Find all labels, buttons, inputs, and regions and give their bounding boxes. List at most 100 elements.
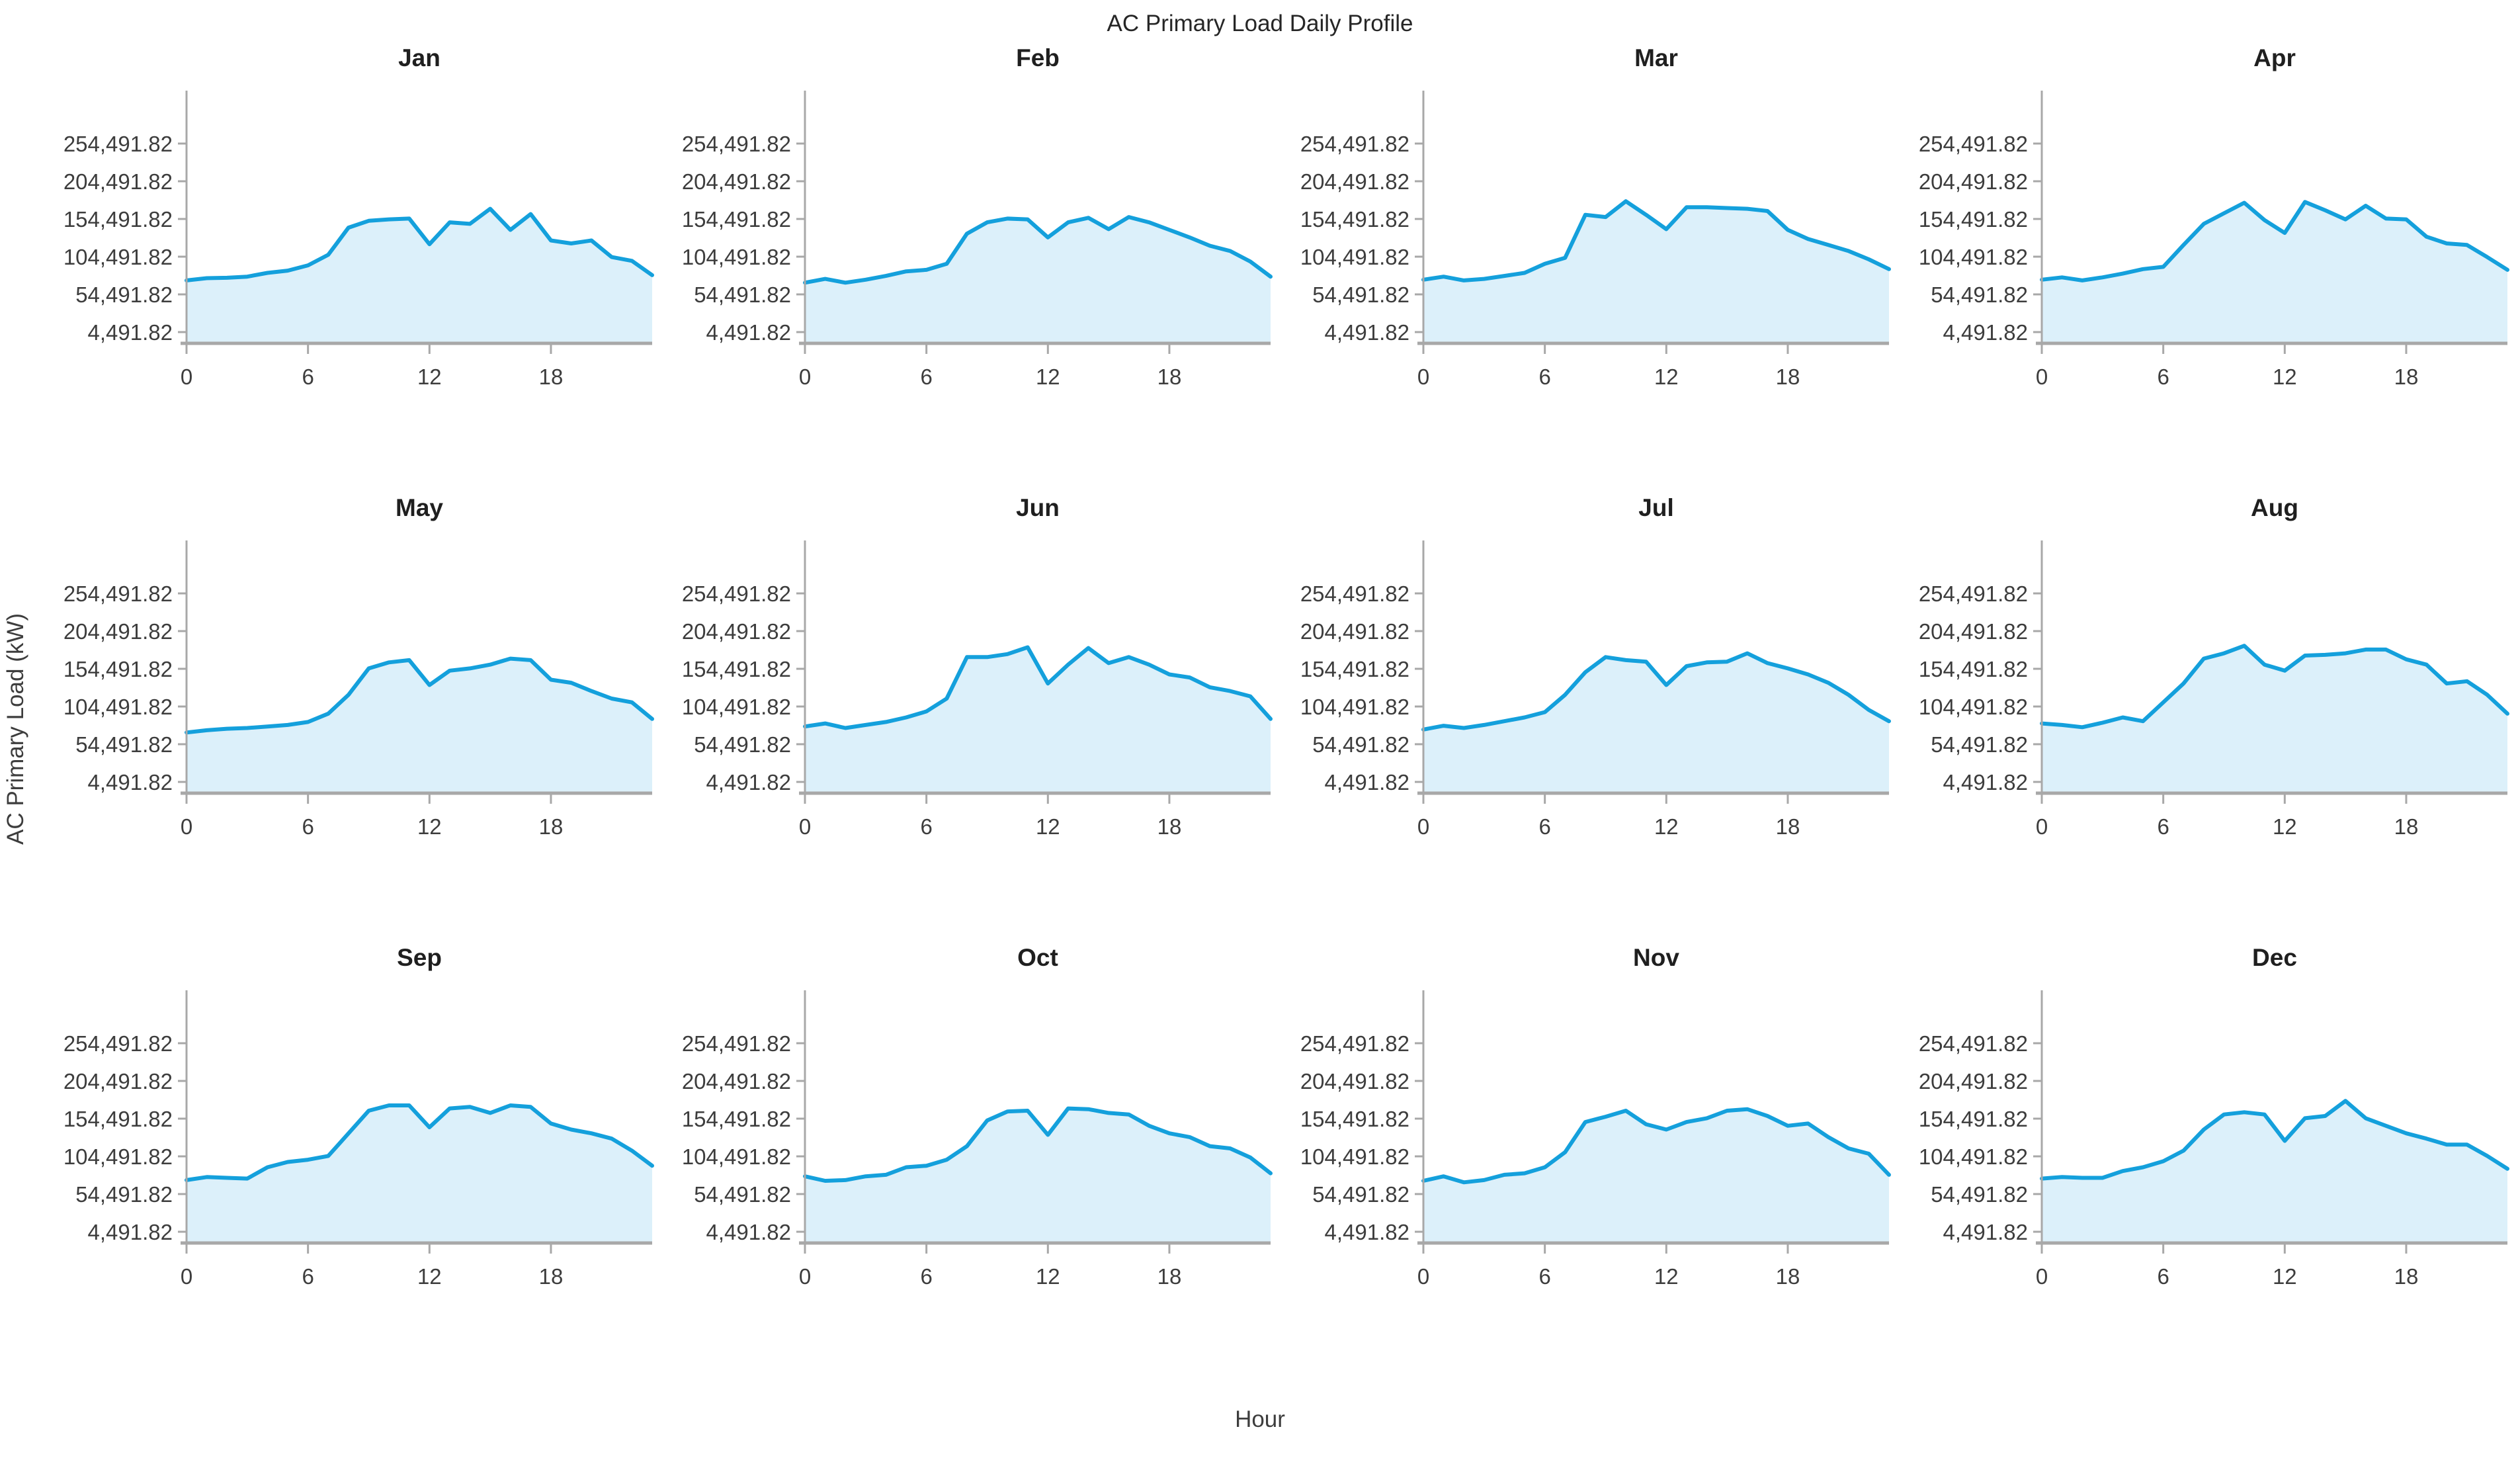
subplot-title: Dec	[2252, 944, 2297, 971]
svg-text:204,491.82: 204,491.82	[63, 169, 173, 194]
subplot-jul: Jul 4,491.82 54,491.82 104,491.82 154,491.8…	[1274, 492, 1892, 934]
subplot-chart: 4,491.82 54,491.82 104,491.82 154,491.82 204…	[1919, 540, 2509, 839]
svg-text:12: 12	[1654, 1264, 1679, 1289]
svg-text:154,491.82: 154,491.82	[1300, 1107, 1409, 1131]
svg-text:12: 12	[1036, 1264, 1060, 1289]
svg-text:18: 18	[1157, 364, 1182, 389]
svg-text:4,491.82: 4,491.82	[706, 320, 791, 345]
svg-text:18: 18	[539, 1264, 564, 1289]
svg-text:204,491.82: 204,491.82	[1919, 619, 2028, 644]
svg-text:18: 18	[2394, 814, 2419, 839]
svg-text:254,491.82: 254,491.82	[63, 132, 173, 156]
subplot-title: Jan	[398, 44, 441, 71]
svg-text:18: 18	[2394, 364, 2419, 389]
svg-text:12: 12	[2273, 364, 2297, 389]
svg-text:6: 6	[1538, 814, 1550, 839]
svg-text:12: 12	[2273, 1264, 2297, 1289]
svg-text:6: 6	[302, 364, 314, 389]
svg-text:18: 18	[1157, 814, 1182, 839]
subplot-title: Apr	[2253, 44, 2296, 71]
svg-text:12: 12	[417, 364, 442, 389]
subplot-title: Nov	[1633, 944, 1679, 971]
subplot-title: Feb	[1016, 44, 1060, 71]
svg-text:254,491.82: 254,491.82	[1300, 132, 1409, 156]
svg-text:18: 18	[539, 364, 564, 389]
subplot-title: Aug	[2251, 494, 2298, 521]
svg-text:12: 12	[1654, 364, 1679, 389]
svg-text:4,491.82: 4,491.82	[1325, 1220, 1409, 1244]
svg-text:204,491.82: 204,491.82	[682, 169, 791, 194]
subplot-chart: 4,491.82 54,491.82 104,491.82 154,491.82 204…	[1300, 990, 1891, 1289]
svg-text:18: 18	[1776, 814, 1800, 839]
svg-text:12: 12	[1654, 814, 1679, 839]
svg-text:104,491.82: 104,491.82	[1919, 245, 2028, 269]
svg-text:0: 0	[2036, 364, 2048, 389]
svg-text:54,491.82: 54,491.82	[1312, 282, 1409, 307]
x-axis-label: Hour	[1235, 1406, 1285, 1432]
svg-text:4,491.82: 4,491.82	[1943, 320, 2028, 345]
svg-text:254,491.82: 254,491.82	[682, 1031, 791, 1056]
svg-text:0: 0	[799, 1264, 811, 1289]
subplot-chart: 4,491.82 54,491.82 104,491.82 154,491.82 204…	[682, 91, 1273, 389]
subplot-jan: Jan 4,491.82 54,491.82 104,491.82 154,491.8…	[37, 42, 655, 484]
svg-text:154,491.82: 154,491.82	[1919, 1107, 2028, 1131]
svg-text:154,491.82: 154,491.82	[1300, 207, 1409, 232]
subplot-chart: 4,491.82 54,491.82 104,491.82 154,491.82 204…	[1919, 990, 2509, 1289]
svg-text:18: 18	[2394, 1264, 2419, 1289]
svg-text:254,491.82: 254,491.82	[1300, 581, 1409, 606]
svg-text:6: 6	[920, 364, 932, 389]
svg-text:54,491.82: 54,491.82	[75, 732, 173, 757]
svg-text:104,491.82: 104,491.82	[63, 1144, 173, 1169]
svg-text:12: 12	[1036, 814, 1060, 839]
svg-text:154,491.82: 154,491.82	[1919, 207, 2028, 232]
svg-text:254,491.82: 254,491.82	[63, 581, 173, 606]
svg-text:4,491.82: 4,491.82	[88, 1220, 173, 1244]
subplot-oct: Oct 4,491.82 54,491.82 104,491.82 154,491.8…	[655, 942, 1274, 1384]
svg-text:204,491.82: 204,491.82	[63, 619, 173, 644]
svg-text:0: 0	[1417, 814, 1429, 839]
y-axis-label: AC Primary Load (kW)	[3, 613, 28, 845]
svg-text:0: 0	[1417, 1264, 1429, 1289]
svg-text:204,491.82: 204,491.82	[682, 1069, 791, 1094]
svg-text:6: 6	[1538, 1264, 1550, 1289]
svg-text:6: 6	[2157, 814, 2169, 839]
subplot-chart: 4,491.82 54,491.82 104,491.82 154,491.82 204…	[63, 540, 654, 839]
svg-text:254,491.82: 254,491.82	[1919, 132, 2028, 156]
svg-text:0: 0	[799, 814, 811, 839]
figure-title: AC Primary Load Daily Profile	[1107, 11, 1413, 36]
subplot-chart: 4,491.82 54,491.82 104,491.82 154,491.82 204…	[1300, 91, 1891, 389]
svg-text:4,491.82: 4,491.82	[706, 1220, 791, 1244]
svg-text:204,491.82: 204,491.82	[63, 1069, 173, 1094]
subplot-jun: Jun 4,491.82 54,491.82 104,491.82 154,491.8…	[655, 492, 1274, 934]
svg-text:4,491.82: 4,491.82	[88, 770, 173, 794]
svg-text:6: 6	[1538, 364, 1550, 389]
svg-text:54,491.82: 54,491.82	[694, 1182, 791, 1207]
svg-text:54,491.82: 54,491.82	[1312, 732, 1409, 757]
svg-text:104,491.82: 104,491.82	[63, 695, 173, 719]
svg-text:0: 0	[2036, 1264, 2048, 1289]
subplot-title: Oct	[1017, 944, 1058, 971]
svg-text:6: 6	[920, 1264, 932, 1289]
svg-text:154,491.82: 154,491.82	[1300, 657, 1409, 681]
svg-text:204,491.82: 204,491.82	[1919, 169, 2028, 194]
svg-text:54,491.82: 54,491.82	[75, 1182, 173, 1207]
subplot-title: Jun	[1016, 494, 1060, 521]
svg-text:204,491.82: 204,491.82	[1300, 619, 1409, 644]
subplot-nov: Nov 4,491.82 54,491.82 104,491.82 154,491.8…	[1274, 942, 1892, 1384]
subplot-apr: Apr 4,491.82 54,491.82 104,491.82 154,491.8…	[1892, 42, 2511, 484]
svg-text:54,491.82: 54,491.82	[1312, 1182, 1409, 1207]
svg-text:0: 0	[181, 1264, 192, 1289]
svg-text:104,491.82: 104,491.82	[1919, 695, 2028, 719]
svg-text:104,491.82: 104,491.82	[1300, 245, 1409, 269]
svg-text:104,491.82: 104,491.82	[682, 1144, 791, 1169]
subplot-title: Jul	[1638, 494, 1674, 521]
svg-text:0: 0	[2036, 814, 2048, 839]
svg-text:254,491.82: 254,491.82	[1919, 581, 2028, 606]
svg-text:6: 6	[302, 814, 314, 839]
subplot-title: May	[396, 494, 443, 521]
svg-text:4,491.82: 4,491.82	[1943, 770, 2028, 794]
svg-text:254,491.82: 254,491.82	[63, 1031, 173, 1056]
svg-text:0: 0	[181, 364, 192, 389]
svg-text:254,491.82: 254,491.82	[1919, 1031, 2028, 1056]
svg-text:104,491.82: 104,491.82	[1919, 1144, 2028, 1169]
